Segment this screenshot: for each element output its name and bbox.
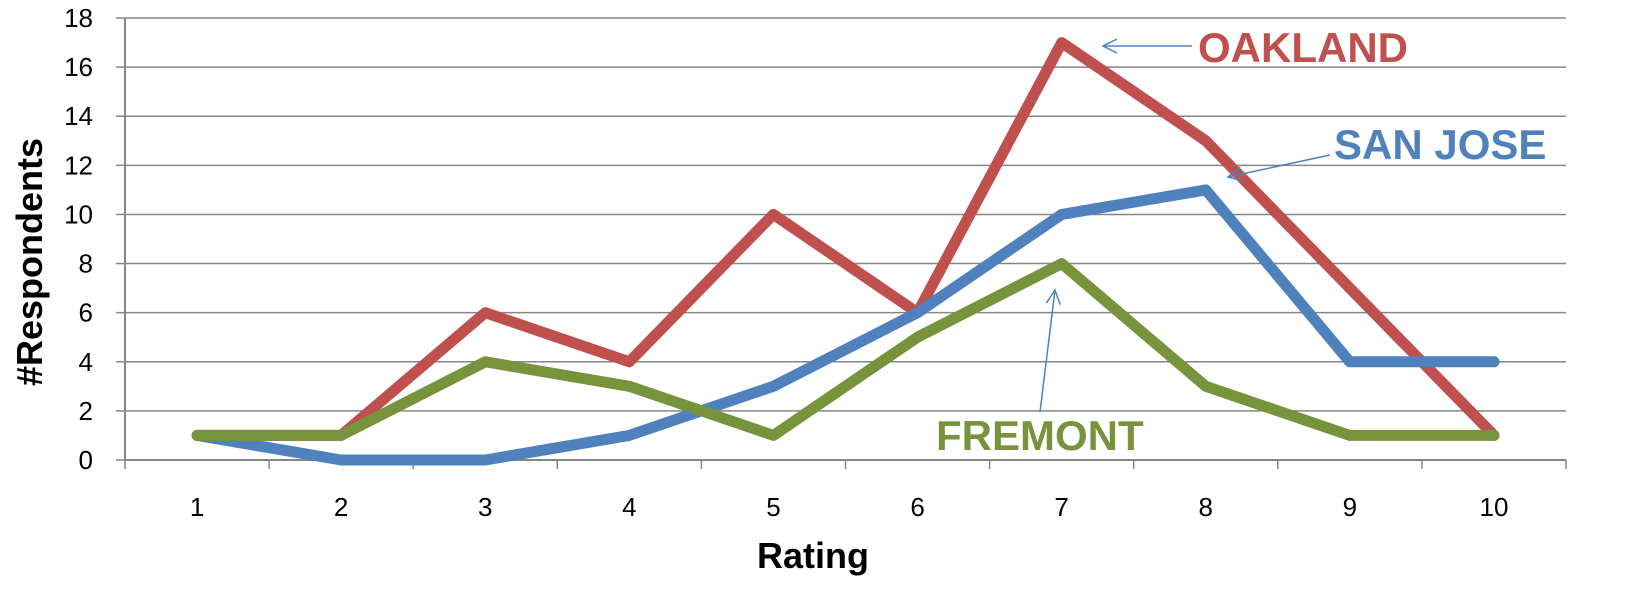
x-axis-title: Rating [757, 535, 869, 576]
x-tick-label: 6 [910, 492, 924, 522]
x-tick-label: 3 [478, 492, 492, 522]
y-tick-label: 10 [64, 199, 93, 229]
y-tick-label: 16 [64, 52, 93, 82]
x-tick-label: 2 [334, 492, 348, 522]
callout-arrow-fremont [1039, 289, 1056, 413]
y-tick-label: 8 [79, 249, 93, 279]
y-tick-label: 12 [64, 150, 93, 180]
y-tick-label: 0 [79, 445, 93, 475]
x-tick-label: 7 [1054, 492, 1068, 522]
x-tick-label: 1 [190, 492, 204, 522]
x-tick-label: 10 [1479, 492, 1508, 522]
x-tick-labels: 1 2 3 4 5 6 7 8 9 10 [190, 492, 1509, 522]
callout-arrowhead-fremont [1045, 288, 1061, 306]
y-tick-label: 14 [64, 101, 93, 131]
series-callouts: OAKLAND SAN JOSE FREMONT [936, 24, 1546, 459]
y-tick-label: 4 [79, 347, 93, 377]
y-tick-label: 2 [79, 396, 93, 426]
x-tick-label: 8 [1199, 492, 1213, 522]
axes [124, 18, 1566, 461]
series-lines [191, 37, 1500, 466]
x-tick-label: 5 [766, 492, 780, 522]
y-tick-labels: 0 2 4 6 8 10 12 14 16 18 [64, 3, 93, 475]
y-tick-label: 18 [64, 3, 93, 33]
callout-arrow-san-jose [1227, 154, 1331, 178]
series-line-oakland [191, 37, 1500, 441]
series-label-oakland: OAKLAND [1198, 24, 1408, 71]
gridlines [116, 17, 1567, 469]
x-tick-label: 4 [622, 492, 636, 522]
series-line-san-jose [191, 184, 1500, 466]
series-label-san-jose: SAN JOSE [1334, 121, 1546, 168]
y-axis-title: #Respondents [9, 138, 50, 386]
callout-arrowhead-san-jose [1226, 166, 1244, 182]
y-tick-label: 6 [79, 298, 93, 328]
series-label-fremont: FREMONT [936, 412, 1144, 459]
x-tick-label: 9 [1343, 492, 1357, 522]
series-line-fremont [191, 258, 1500, 441]
callout-arrowhead-oakland [1101, 38, 1118, 54]
